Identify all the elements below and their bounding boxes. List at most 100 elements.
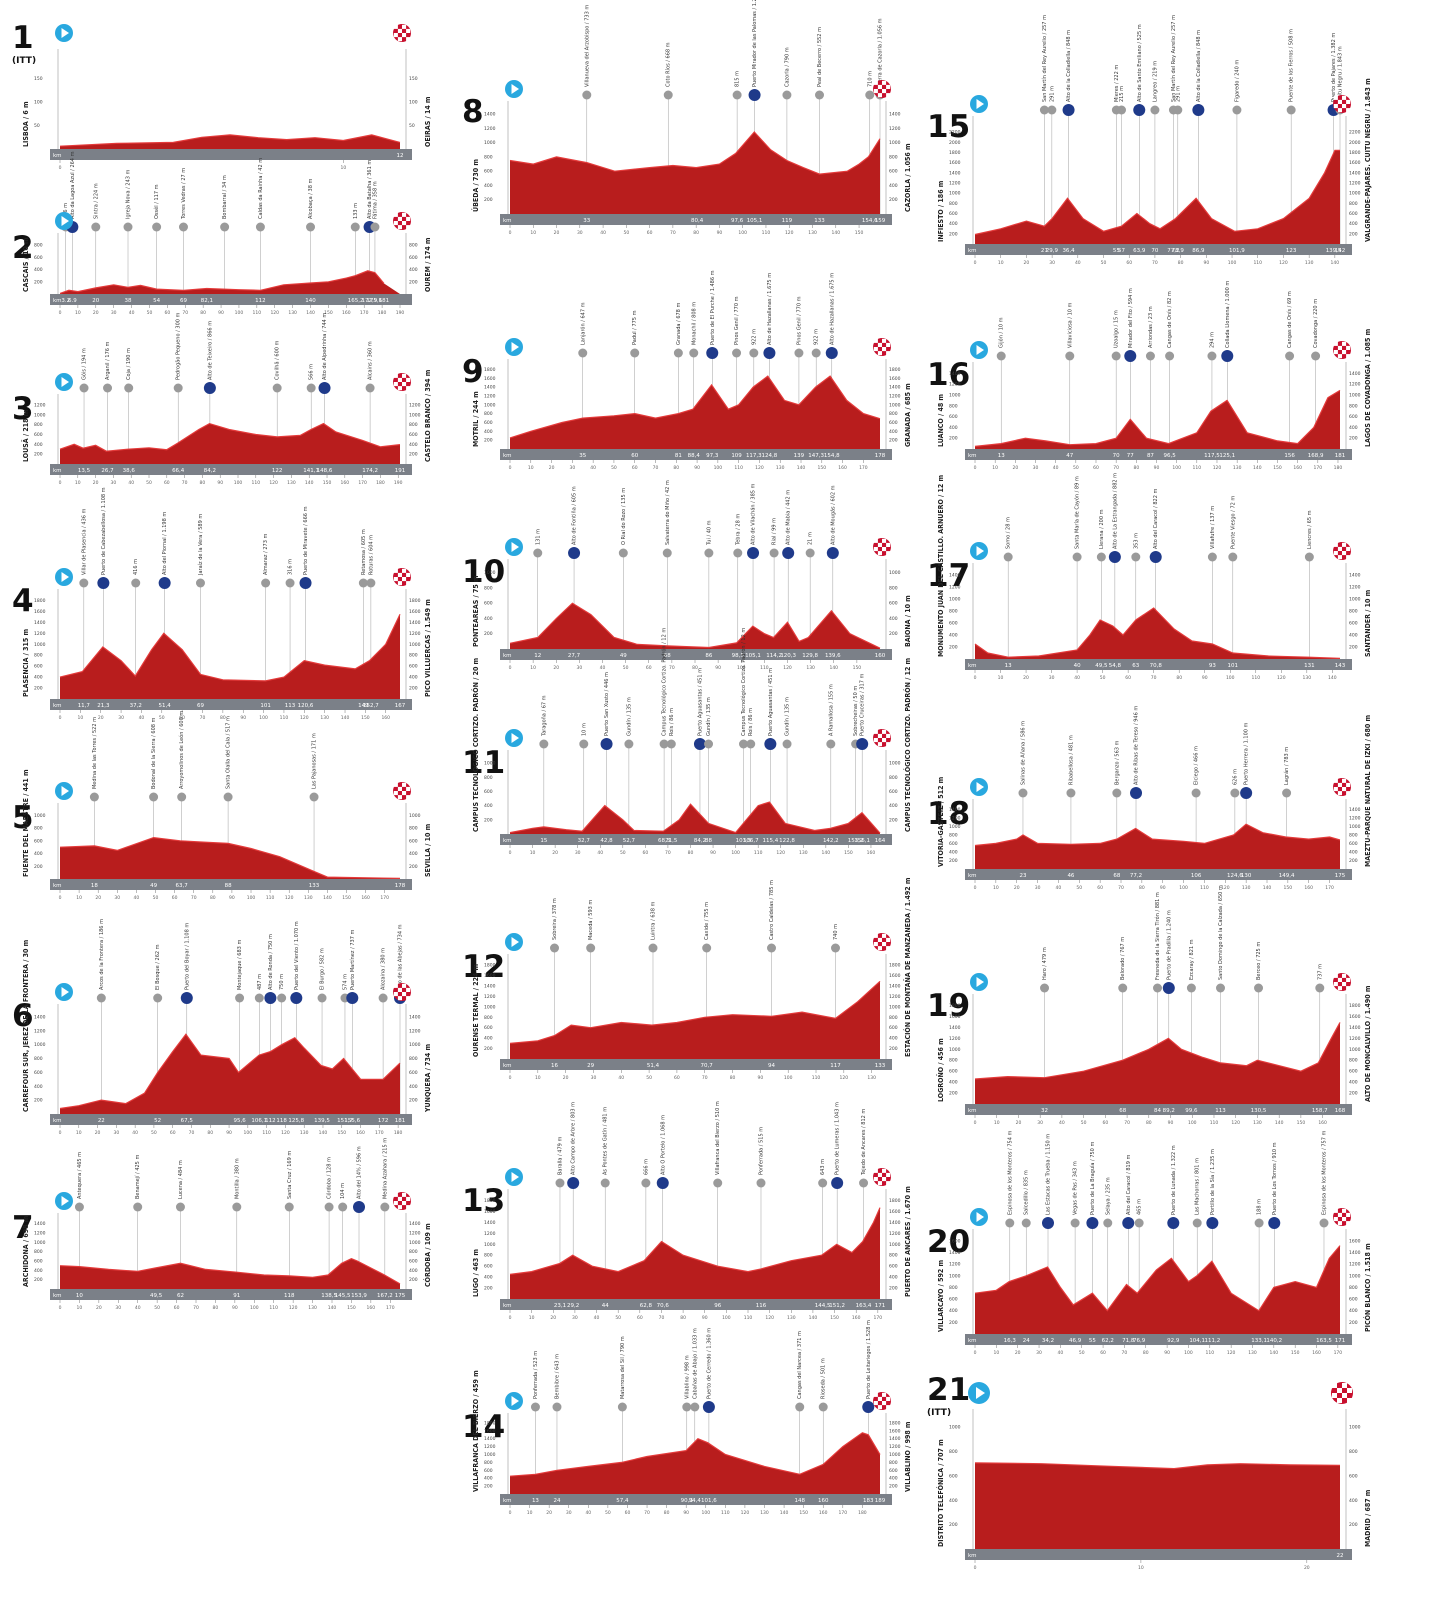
intermediate-sprint-icon[interactable] bbox=[378, 993, 388, 1003]
intermediate-sprint-icon[interactable] bbox=[830, 943, 840, 953]
intermediate-sprint-icon[interactable] bbox=[1207, 351, 1217, 361]
intermediate-sprint-icon[interactable] bbox=[811, 348, 821, 358]
intermediate-sprint-icon[interactable] bbox=[79, 383, 89, 393]
mountain-category-icon[interactable] bbox=[1192, 104, 1205, 116]
intermediate-sprint-icon[interactable] bbox=[630, 348, 640, 358]
intermediate-sprint-icon[interactable] bbox=[1186, 983, 1196, 993]
intermediate-sprint-icon[interactable] bbox=[1304, 552, 1314, 562]
intermediate-sprint-icon[interactable] bbox=[555, 1178, 565, 1188]
intermediate-sprint-icon[interactable] bbox=[733, 548, 743, 558]
intermediate-sprint-icon[interactable] bbox=[673, 348, 683, 358]
intermediate-sprint-icon[interactable] bbox=[261, 578, 271, 588]
intermediate-sprint-icon[interactable] bbox=[600, 1178, 610, 1188]
intermediate-sprint-icon[interactable] bbox=[1311, 351, 1321, 361]
intermediate-sprint-icon[interactable] bbox=[277, 993, 287, 1003]
intermediate-sprint-icon[interactable] bbox=[1145, 351, 1155, 361]
intermediate-sprint-icon[interactable] bbox=[1112, 788, 1122, 798]
intermediate-sprint-icon[interactable] bbox=[690, 1402, 700, 1412]
mountain-category-icon[interactable] bbox=[1042, 1217, 1054, 1229]
intermediate-sprint-icon[interactable] bbox=[1230, 788, 1240, 798]
intermediate-sprint-icon[interactable] bbox=[648, 943, 658, 953]
intermediate-sprint-icon[interactable] bbox=[178, 222, 188, 232]
intermediate-sprint-icon[interactable] bbox=[380, 1202, 390, 1212]
intermediate-sprint-icon[interactable] bbox=[662, 548, 672, 558]
intermediate-sprint-icon[interactable] bbox=[818, 1402, 828, 1412]
intermediate-sprint-icon[interactable] bbox=[1192, 1218, 1202, 1228]
mountain-category-icon[interactable] bbox=[158, 577, 171, 589]
mountain-category-icon[interactable] bbox=[747, 547, 760, 559]
mountain-category-icon[interactable] bbox=[656, 1177, 669, 1189]
intermediate-sprint-icon[interactable] bbox=[689, 348, 699, 358]
mountain-category-icon[interactable] bbox=[318, 382, 331, 394]
intermediate-sprint-icon[interactable] bbox=[1117, 105, 1127, 115]
mountain-category-icon[interactable] bbox=[1149, 551, 1162, 563]
mountain-category-icon[interactable] bbox=[353, 1201, 366, 1213]
intermediate-sprint-icon[interactable] bbox=[865, 90, 875, 100]
intermediate-sprint-icon[interactable] bbox=[1153, 983, 1162, 993]
mountain-category-icon[interactable] bbox=[706, 347, 719, 359]
intermediate-sprint-icon[interactable] bbox=[767, 943, 777, 953]
intermediate-sprint-icon[interactable] bbox=[713, 1178, 723, 1188]
intermediate-sprint-icon[interactable] bbox=[550, 943, 560, 953]
intermediate-sprint-icon[interactable] bbox=[317, 993, 327, 1003]
intermediate-sprint-icon[interactable] bbox=[358, 578, 368, 588]
mountain-category-icon[interactable] bbox=[1108, 551, 1121, 563]
intermediate-sprint-icon[interactable] bbox=[152, 222, 162, 232]
intermediate-sprint-icon[interactable] bbox=[794, 348, 804, 358]
mountain-category-icon[interactable] bbox=[1124, 350, 1137, 362]
intermediate-sprint-icon[interactable] bbox=[814, 90, 824, 100]
intermediate-sprint-icon[interactable] bbox=[74, 1202, 84, 1212]
intermediate-sprint-icon[interactable] bbox=[235, 993, 245, 1003]
intermediate-sprint-icon[interactable] bbox=[732, 90, 742, 100]
intermediate-sprint-icon[interactable] bbox=[782, 739, 792, 749]
mountain-category-icon[interactable] bbox=[862, 1401, 875, 1413]
intermediate-sprint-icon[interactable] bbox=[582, 90, 592, 100]
intermediate-sprint-icon[interactable] bbox=[89, 792, 99, 802]
intermediate-sprint-icon[interactable] bbox=[272, 383, 282, 393]
intermediate-sprint-icon[interactable] bbox=[123, 222, 133, 232]
intermediate-sprint-icon[interactable] bbox=[177, 792, 187, 802]
mountain-category-icon[interactable] bbox=[567, 1177, 580, 1189]
mountain-category-icon[interactable] bbox=[748, 89, 761, 101]
intermediate-sprint-icon[interactable] bbox=[1134, 1218, 1144, 1228]
intermediate-sprint-icon[interactable] bbox=[306, 383, 316, 393]
mountain-category-icon[interactable] bbox=[764, 738, 777, 750]
intermediate-sprint-icon[interactable] bbox=[309, 792, 319, 802]
intermediate-sprint-icon[interactable] bbox=[1254, 1218, 1264, 1228]
intermediate-sprint-icon[interactable] bbox=[996, 351, 1006, 361]
intermediate-sprint-icon[interactable] bbox=[552, 1402, 562, 1412]
intermediate-sprint-icon[interactable] bbox=[782, 90, 792, 100]
intermediate-sprint-icon[interactable] bbox=[255, 222, 265, 232]
intermediate-sprint-icon[interactable] bbox=[1003, 552, 1013, 562]
intermediate-sprint-icon[interactable] bbox=[153, 993, 163, 1003]
intermediate-sprint-icon[interactable] bbox=[1018, 788, 1028, 798]
intermediate-sprint-icon[interactable] bbox=[195, 578, 205, 588]
mountain-category-icon[interactable] bbox=[203, 382, 216, 394]
mountain-category-icon[interactable] bbox=[97, 577, 110, 589]
intermediate-sprint-icon[interactable] bbox=[103, 383, 113, 393]
mountain-category-icon[interactable] bbox=[1130, 787, 1143, 799]
intermediate-sprint-icon[interactable] bbox=[223, 792, 233, 802]
intermediate-sprint-icon[interactable] bbox=[306, 222, 316, 232]
mountain-category-icon[interactable] bbox=[1167, 1217, 1180, 1229]
intermediate-sprint-icon[interactable] bbox=[666, 739, 676, 749]
intermediate-sprint-icon[interactable] bbox=[131, 578, 141, 588]
intermediate-sprint-icon[interactable] bbox=[96, 993, 106, 1003]
mountain-category-icon[interactable] bbox=[1221, 350, 1234, 362]
intermediate-sprint-icon[interactable] bbox=[659, 739, 669, 749]
mountain-category-icon[interactable] bbox=[1086, 1217, 1099, 1229]
intermediate-sprint-icon[interactable] bbox=[818, 1178, 828, 1188]
intermediate-sprint-icon[interactable] bbox=[739, 739, 749, 749]
intermediate-sprint-icon[interactable] bbox=[1065, 351, 1075, 361]
intermediate-sprint-icon[interactable] bbox=[1005, 1218, 1015, 1228]
intermediate-sprint-icon[interactable] bbox=[641, 1178, 651, 1188]
intermediate-sprint-icon[interactable] bbox=[682, 1402, 692, 1412]
mountain-category-icon[interactable] bbox=[1133, 104, 1146, 116]
mountain-category-icon[interactable] bbox=[831, 1177, 844, 1189]
mountain-category-icon[interactable] bbox=[826, 547, 839, 559]
mountain-category-icon[interactable] bbox=[180, 992, 193, 1004]
intermediate-sprint-icon[interactable] bbox=[1096, 552, 1106, 562]
intermediate-sprint-icon[interactable] bbox=[1040, 983, 1050, 993]
intermediate-sprint-icon[interactable] bbox=[338, 1202, 348, 1212]
intermediate-sprint-icon[interactable] bbox=[175, 1202, 185, 1212]
